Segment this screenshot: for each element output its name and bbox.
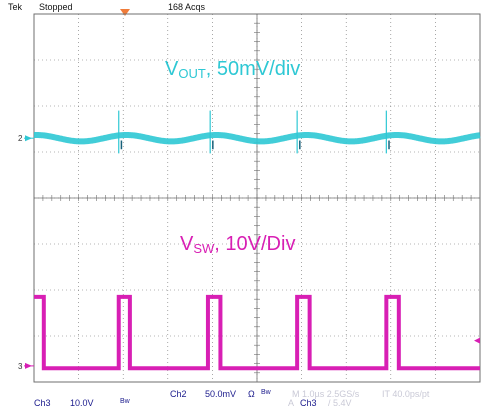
ch2-scale: 50.0mV xyxy=(205,389,237,399)
record-length: IT 40.0ps/pt xyxy=(382,389,430,399)
vout-label-rest: , 50mV/div xyxy=(206,58,300,80)
vsw-label-rest: , 10V/Div xyxy=(214,233,295,255)
ch3-scale: 10.0V xyxy=(70,398,94,408)
ch2-label: Ch2 xyxy=(170,389,187,399)
trigger-position-marker[interactable] xyxy=(120,9,130,16)
scope-footer: Ch3 10.0V Bw Ch2 50.0mV Ω Bw M 1.0µs 2.5… xyxy=(0,386,482,413)
vsw-label-sub: SW xyxy=(193,241,215,256)
ch3-marker-label: 3 xyxy=(18,362,23,371)
ch2-marker-label: 2 xyxy=(18,134,23,143)
acquisition-count: 168 Acqs xyxy=(168,2,206,12)
vout-trace xyxy=(31,132,482,145)
graticule xyxy=(33,13,481,383)
vout-annotation: VOUT, 50mV/div xyxy=(165,58,300,81)
vsw-annotation: VSW, 10V/Div xyxy=(180,233,295,256)
trigger-source: A xyxy=(288,398,295,408)
vout-label-sub: OUT xyxy=(178,66,206,81)
traces xyxy=(31,110,482,371)
brand-label: Tek xyxy=(8,2,23,12)
acquisition-state: Stopped xyxy=(39,2,73,12)
vout-label-main: V xyxy=(165,58,179,80)
timebase: M 1.0µs 2.5GS/s xyxy=(292,389,360,399)
vsw-label-main: V xyxy=(180,233,194,255)
ch3-label: Ch3 xyxy=(34,398,51,408)
trigger-channel: Ch3 xyxy=(300,398,317,408)
trigger-level: / 5.4V xyxy=(328,398,352,408)
trigger-level-marker xyxy=(474,337,480,344)
vsw-trace xyxy=(34,294,480,371)
status-bar: Tek Stopped 168 Acqs xyxy=(0,0,482,14)
ch2-bandwidth: Bw xyxy=(261,389,271,396)
ch3-bandwidth: Bw xyxy=(120,398,130,405)
channel-markers[interactable]: 23 xyxy=(18,134,480,371)
ch2-impedance: Ω xyxy=(248,389,255,399)
